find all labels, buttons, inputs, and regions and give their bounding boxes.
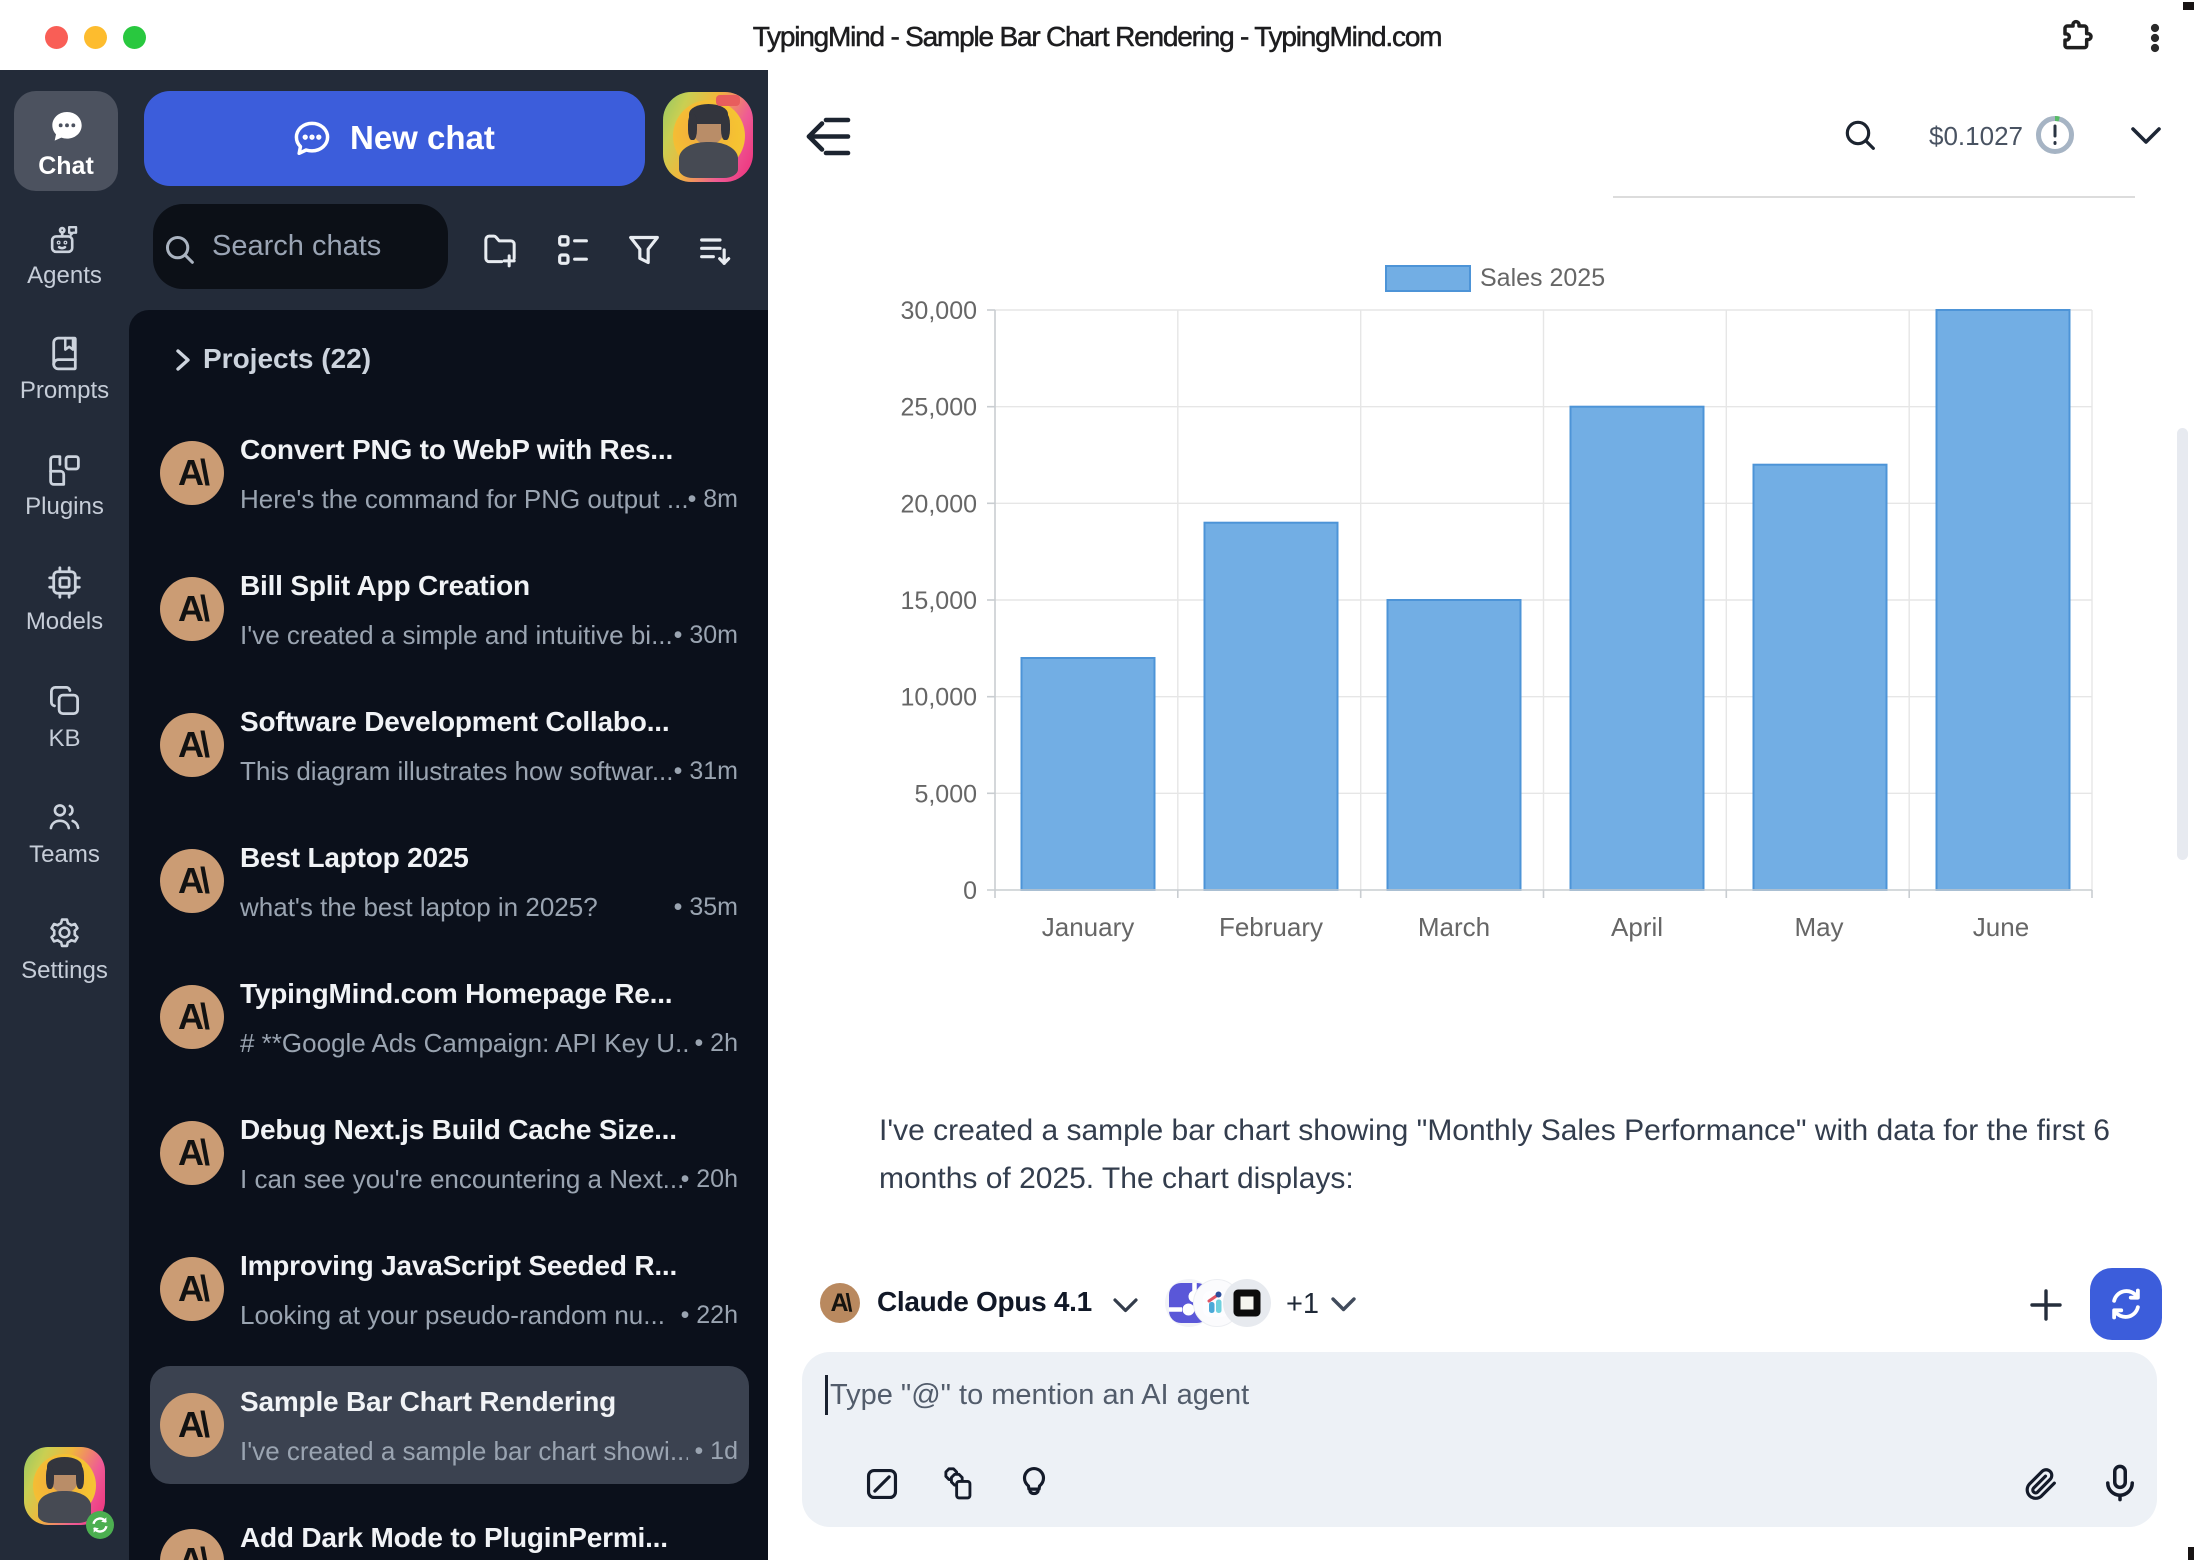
svg-text:30,000: 30,000 (901, 297, 977, 325)
svg-text:0: 0 (963, 877, 977, 905)
svg-text:5,000: 5,000 (914, 780, 977, 808)
svg-text:April: April (1611, 912, 1663, 942)
svg-text:May: May (1794, 912, 1843, 942)
svg-text:January: January (1042, 912, 1135, 942)
svg-text:June: June (1973, 912, 2029, 942)
svg-text:15,000: 15,000 (901, 587, 977, 615)
svg-text:February: February (1219, 912, 1323, 942)
svg-text:25,000: 25,000 (901, 394, 977, 422)
svg-text:March: March (1418, 912, 1490, 942)
svg-text:20,000: 20,000 (901, 490, 977, 518)
svg-text:10,000: 10,000 (901, 684, 977, 712)
